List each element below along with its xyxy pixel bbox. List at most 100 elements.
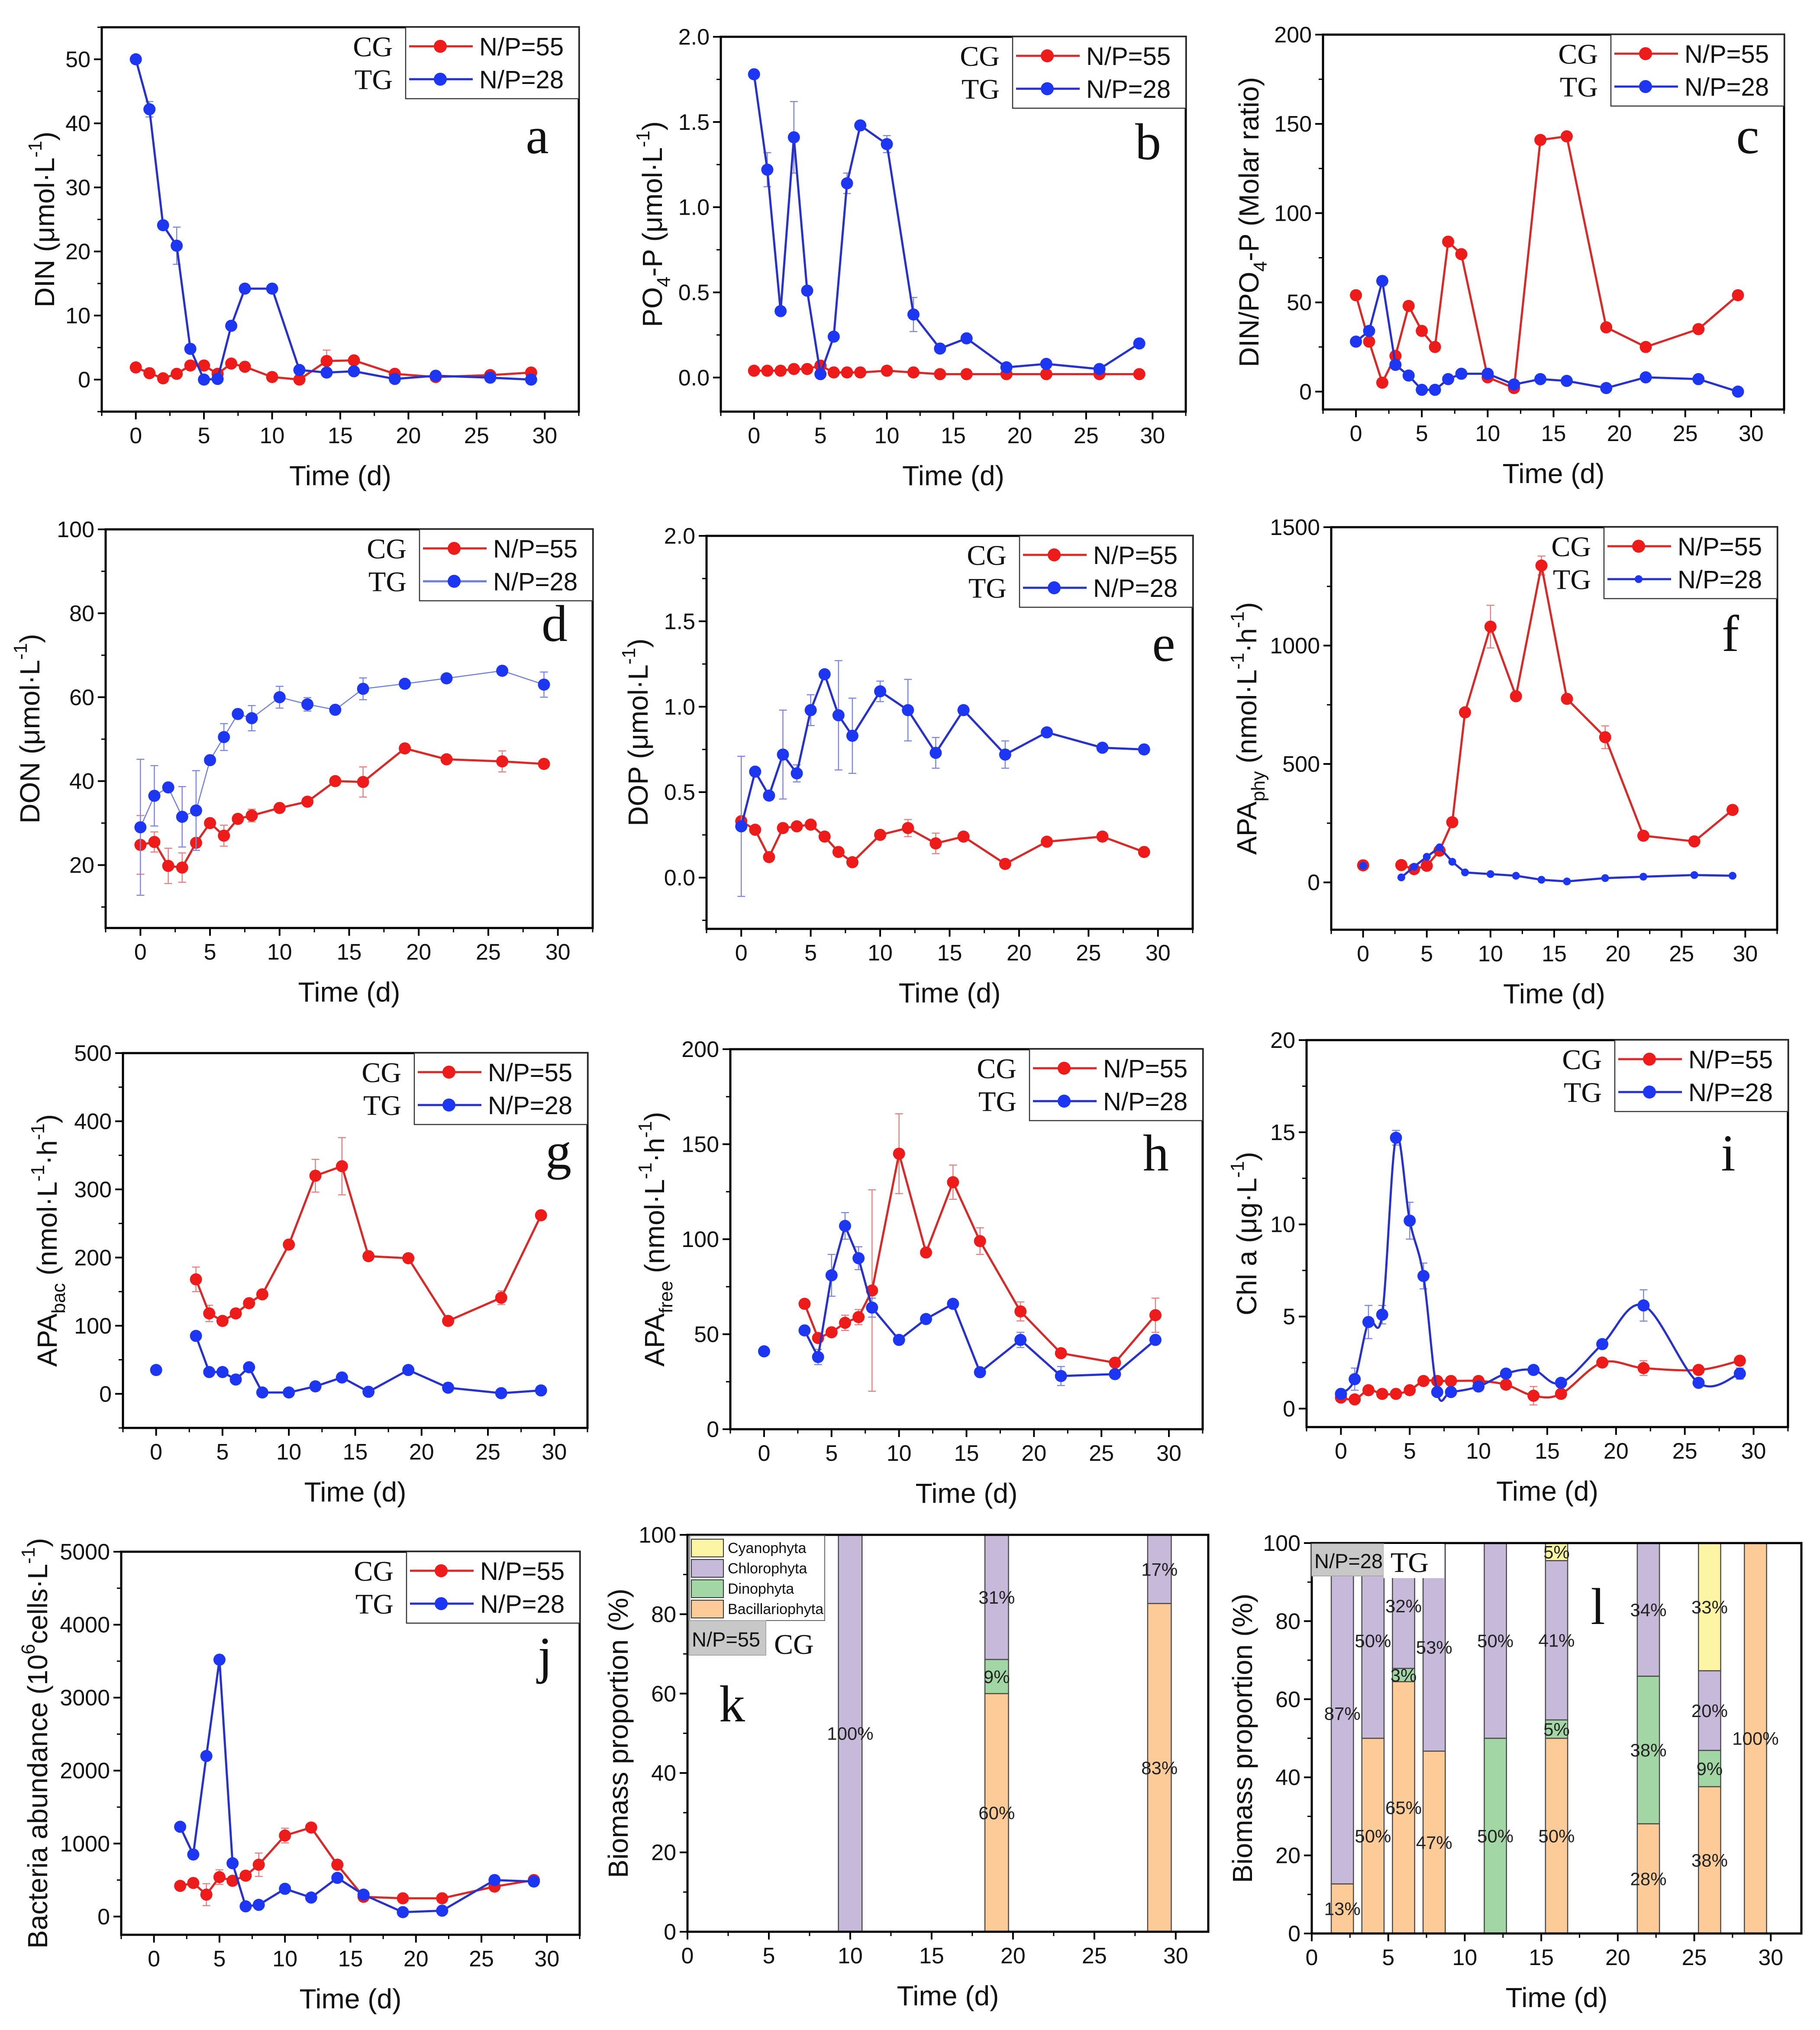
data-point-tg xyxy=(496,664,509,677)
bar-segment-bacillariophyta xyxy=(1392,1681,1415,1934)
data-point-tg xyxy=(1563,877,1571,886)
data-point-cg xyxy=(841,366,853,379)
bar-data-label: 31% xyxy=(978,1587,1015,1608)
y-axis-title-part: DIN (μmol·L xyxy=(29,158,60,307)
data-point-tg xyxy=(1093,363,1106,375)
bar-data-label: 20% xyxy=(1691,1701,1728,1721)
data-point-cg xyxy=(200,1888,213,1901)
legend: N/P=55 CG N/P=28 TG xyxy=(1551,526,1778,599)
bar-data-label: 34% xyxy=(1630,1600,1667,1620)
x-axis-title: Time (d) xyxy=(902,460,1004,491)
legend-box xyxy=(1012,36,1187,109)
data-point-cg xyxy=(266,371,278,383)
data-point-cg xyxy=(1390,1388,1402,1400)
x-tick-label: 0 xyxy=(1335,1439,1347,1464)
data-point-tg xyxy=(436,1904,449,1917)
x-tick-label: 0 xyxy=(148,1946,160,1972)
x-tick-label: 30 xyxy=(534,1946,559,1972)
data-point-tg xyxy=(200,1750,213,1762)
legend-box xyxy=(1019,535,1194,608)
data-point-cg xyxy=(239,361,251,373)
legend: N/P=55 CG N/P=28 TG xyxy=(1562,1039,1789,1112)
data-point-tg xyxy=(1096,741,1109,754)
plot-area xyxy=(758,1113,1162,1392)
x-tick-label: 5 xyxy=(1404,1439,1416,1464)
plot-area xyxy=(735,660,1150,897)
panel-letter: b xyxy=(1135,113,1161,171)
data-point-cg xyxy=(1732,289,1744,302)
x-axis-title: Time (d) xyxy=(1506,1982,1608,2013)
y-axis-title-part: -1 xyxy=(635,1163,656,1179)
data-point-tg xyxy=(1729,872,1736,880)
data-point-tg xyxy=(348,365,360,377)
x-tick-label: 25 xyxy=(1669,941,1694,967)
data-point-tg xyxy=(148,789,161,802)
data-point-tg xyxy=(1402,369,1415,382)
data-point-cg xyxy=(256,1288,268,1301)
data-point-cg xyxy=(1138,846,1150,858)
x-tick-label: 20 xyxy=(1007,423,1033,448)
data-point-tg xyxy=(211,373,224,385)
x-tick-label: 25 xyxy=(1682,1945,1707,1970)
group-label-cg: CG xyxy=(960,41,1000,72)
y-tick-label: 1.0 xyxy=(678,195,710,220)
data-point-tg xyxy=(331,1872,344,1884)
y-tick-label: 100 xyxy=(1263,1531,1300,1556)
bar-segment-chlorophyta xyxy=(1147,1534,1172,1604)
group-label-tg: TG xyxy=(368,566,407,598)
data-point-cg xyxy=(947,1176,959,1189)
data-point-tg xyxy=(812,1351,824,1363)
x-axis-title: Time (d) xyxy=(298,976,400,1008)
y-tick-label: 0 xyxy=(1307,870,1320,896)
x-tick-label: 5 xyxy=(1416,421,1428,446)
data-point-tg xyxy=(1431,1386,1443,1398)
data-point-tg xyxy=(329,703,342,716)
x-axis-title: Time (d) xyxy=(300,1983,402,2014)
panel-letter: d xyxy=(542,595,568,652)
data-point-cg xyxy=(854,366,867,379)
x-tick-label: 0 xyxy=(129,423,142,448)
legend-marker-tg xyxy=(1041,82,1054,95)
data-point-tg xyxy=(801,284,813,297)
legend-label-chlorophyta: Chlorophyta xyxy=(728,1560,807,1577)
data-point-cg xyxy=(934,368,946,380)
data-point-tg xyxy=(881,138,893,150)
data-point-tg xyxy=(827,330,840,343)
data-point-tg xyxy=(1639,873,1647,881)
plot-area xyxy=(748,68,1146,380)
y-tick-label: 1000 xyxy=(1270,634,1320,659)
data-point-cg xyxy=(203,1307,216,1320)
data-point-tg xyxy=(777,748,789,761)
data-point-cg xyxy=(331,1859,344,1871)
y-axis-title-part: (nmol·L xyxy=(32,1182,63,1283)
data-point-tg xyxy=(1436,843,1444,851)
data-point-tg xyxy=(239,1900,252,1913)
y-tick-label: 20 xyxy=(65,239,90,264)
y-tick-label: 20 xyxy=(1275,1843,1300,1869)
data-point-cg xyxy=(293,374,306,386)
bar-segment-chlorophyta xyxy=(1330,1542,1354,1885)
legend-swatch-bacillariophyta xyxy=(691,1600,724,1618)
x-tick-label: 5 xyxy=(804,941,817,966)
data-point-cg xyxy=(902,822,914,835)
data-point-tg xyxy=(825,1269,838,1282)
data-point-cg xyxy=(309,1170,322,1182)
x-tick-label: 5 xyxy=(825,1441,838,1466)
data-point-cg xyxy=(496,755,509,768)
x-tick-label: 10 xyxy=(276,1440,301,1465)
y-tick-label: 0 xyxy=(664,1920,676,1945)
data-point-tg xyxy=(399,677,411,690)
y-axis-title-part: bac xyxy=(48,1283,69,1313)
panel-e: 0.0 0.5 1.0 1.5 2.0 0 5 10 15 20 25 30 Time (d) DOP (… xyxy=(619,524,1194,1009)
data-point-cg xyxy=(1534,134,1547,146)
series-line-tg xyxy=(753,74,1140,375)
data-point-cg xyxy=(171,367,183,380)
data-point-cg xyxy=(402,1252,415,1264)
legend-marker-cg xyxy=(1041,49,1054,62)
x-tick-label: 15 xyxy=(941,423,966,448)
bar-segment-cyanophyta xyxy=(1698,1542,1721,1672)
data-point-cg xyxy=(1363,335,1375,348)
data-point-tg xyxy=(190,1330,202,1342)
x-tick-label: 30 xyxy=(1146,941,1171,966)
legend-label-cg: N/P=55 xyxy=(1678,533,1762,561)
